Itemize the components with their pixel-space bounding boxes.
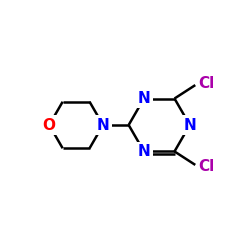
Text: N: N: [138, 91, 150, 106]
Text: Cl: Cl: [198, 76, 214, 91]
Text: O: O: [43, 118, 56, 132]
Text: Cl: Cl: [198, 159, 214, 174]
Text: N: N: [96, 118, 110, 132]
Text: N: N: [184, 118, 196, 132]
Text: N: N: [138, 144, 150, 159]
